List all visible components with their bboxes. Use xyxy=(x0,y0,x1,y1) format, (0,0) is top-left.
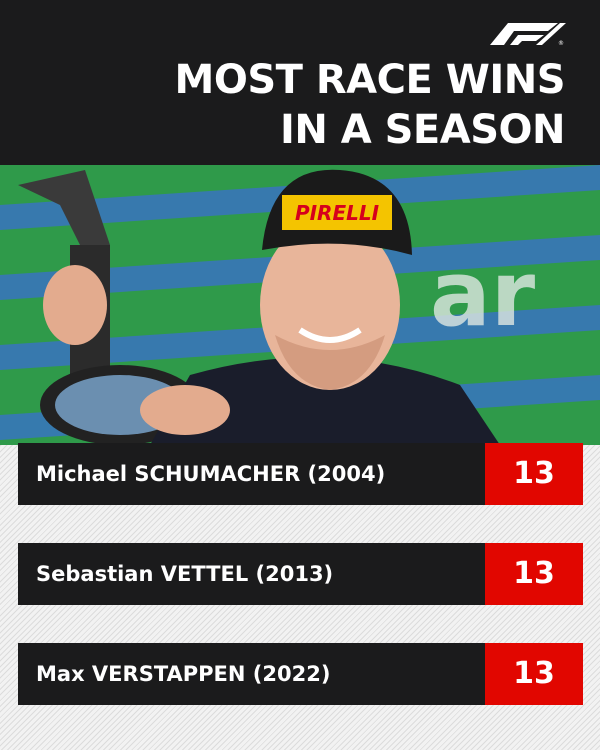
ranking-row: Max VERSTAPPEN (2022) 13 xyxy=(18,643,583,705)
svg-text:®: ® xyxy=(558,40,564,47)
driver-name: Michael SCHUMACHER (2004) xyxy=(18,443,485,505)
win-count: 13 xyxy=(485,643,583,705)
f1-logo: ® xyxy=(490,23,566,47)
win-count: 13 xyxy=(485,443,583,505)
driver-name: Sebastian VETTEL (2013) xyxy=(18,543,485,605)
photo: ar PIRELLI xyxy=(0,165,600,445)
driver-name: Max VERSTAPPEN (2022) xyxy=(18,643,485,705)
ranking-row: Sebastian VETTEL (2013) 13 xyxy=(18,543,583,605)
svg-text:ar: ar xyxy=(430,242,536,347)
title-line: IN A SEASON xyxy=(279,107,566,153)
ranking-row: Michael SCHUMACHER (2004) 13 xyxy=(18,443,583,505)
win-count: 13 xyxy=(485,543,583,605)
title-line: MOST RACE WINS xyxy=(174,57,566,103)
header: ® MOST RACE WINS IN A SEASON xyxy=(0,0,600,165)
svg-text:PIRELLI: PIRELLI xyxy=(295,201,380,225)
